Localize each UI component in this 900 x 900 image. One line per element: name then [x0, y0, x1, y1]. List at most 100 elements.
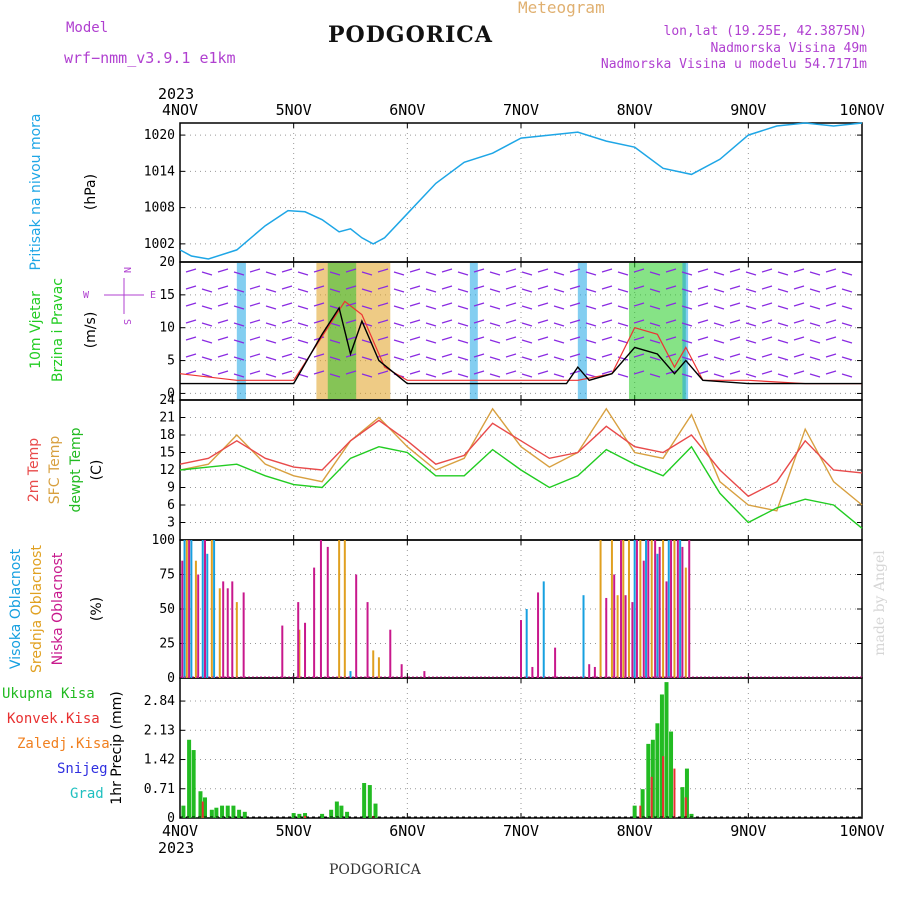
wind-barb — [425, 305, 437, 310]
low-cloud-bar — [635, 540, 638, 678]
wind-barb — [841, 305, 853, 310]
lonlat-label: lon,lat (19.25E, 42.3875N) — [663, 24, 868, 39]
wind-barb — [473, 353, 485, 358]
wind-barb — [425, 356, 437, 361]
model-elevation-label: Nadmorska Visina u modelu 54.7171m — [600, 57, 867, 72]
total-precip-bar — [214, 807, 219, 818]
total-precip-bar — [225, 805, 230, 818]
wind-barb — [681, 305, 693, 310]
y-tick-label: 1008 — [144, 201, 175, 216]
wind-barb — [505, 285, 517, 290]
wind-barb — [217, 370, 229, 375]
wind-barb — [601, 285, 613, 290]
y-tick-label: 1014 — [144, 164, 175, 179]
wind-barb — [537, 353, 549, 358]
wind-barb — [665, 336, 677, 341]
wind-barb — [345, 353, 357, 358]
conv-precip-bar — [650, 776, 653, 818]
total-precip-bar — [198, 791, 203, 818]
y-tick-label: 15 — [159, 288, 175, 303]
wind-barb — [585, 339, 597, 344]
total-precip-bar — [237, 809, 242, 818]
low-cloud-bar — [204, 540, 207, 678]
wind-barb — [185, 336, 197, 341]
x-tick-label-bottom: 7NOV — [503, 822, 539, 840]
high-cloud-bar — [679, 540, 682, 678]
wind-barb — [745, 305, 757, 310]
wind-barb — [665, 302, 677, 307]
wind-barb — [697, 302, 709, 307]
wind-barb — [537, 370, 549, 375]
dewpt-temp-line — [179, 445, 863, 529]
wind-barb — [457, 356, 469, 361]
high-cloud-bar — [542, 581, 545, 678]
x-tick-label-top: 8NOV — [617, 101, 653, 119]
direction-n-label: N — [121, 267, 132, 273]
chart-title: PODGORICA — [328, 22, 493, 48]
wind-barb — [441, 302, 453, 307]
y-tick-label: 24 — [159, 393, 175, 408]
wind-barb — [729, 370, 741, 375]
conv-precip-bar — [201, 801, 204, 818]
low-cloud-bar — [231, 581, 234, 678]
wind-barb — [681, 322, 693, 327]
wind-barb — [809, 322, 821, 327]
wind-barb — [553, 288, 565, 293]
wind-barb — [793, 285, 805, 290]
wind-barb-band — [469, 263, 478, 399]
mid-cloud-bar — [372, 650, 375, 678]
wind-barb — [441, 268, 453, 273]
wind-barb — [265, 373, 277, 378]
wind-barb — [825, 353, 837, 358]
wind-barb — [537, 268, 549, 273]
model-label: Model — [66, 20, 109, 36]
wind-barb — [505, 336, 517, 341]
mid-cloud-bar — [639, 540, 642, 678]
wind-barb — [793, 353, 805, 358]
wind-barb — [553, 322, 565, 327]
wind-barb — [601, 336, 613, 341]
wind-barb — [457, 271, 469, 276]
wind-barb — [713, 373, 725, 378]
wind-barb — [825, 336, 837, 341]
x-tick-label-top: 5NOV — [276, 101, 312, 119]
wind-barb — [201, 271, 213, 276]
wind-barb — [713, 288, 725, 293]
wind-barb — [505, 370, 517, 375]
low-cloud-bar — [593, 666, 596, 678]
total-precip-bar — [181, 805, 186, 818]
wind-barb — [777, 339, 789, 344]
direction-w-label: W — [83, 290, 90, 301]
high-cloud-bar — [645, 540, 648, 678]
high-cloud-bar — [667, 540, 670, 678]
wind-barb — [681, 339, 693, 344]
low-cloud-bar — [665, 581, 668, 678]
high-cloud-bar — [349, 671, 352, 678]
wind-barb — [761, 285, 773, 290]
wind-barb — [841, 339, 853, 344]
wind-barb — [665, 353, 677, 358]
wind-barb — [521, 339, 533, 344]
wind-barb — [489, 356, 501, 361]
dewpt-temp-title: dewpt Temp — [68, 427, 84, 512]
wind-barb — [777, 373, 789, 378]
wind-barb — [537, 319, 549, 324]
wind-barb — [329, 322, 341, 327]
wind-barb — [409, 319, 421, 324]
low-cloud-title: Niska Oblacnost — [50, 552, 66, 665]
wind-barb — [425, 339, 437, 344]
wind-barb — [281, 370, 293, 375]
wind-barb-band — [628, 263, 686, 399]
total-precip-bar — [373, 803, 378, 818]
wind-barb — [313, 370, 325, 375]
wind-barb — [345, 268, 357, 273]
wind-barb — [825, 268, 837, 273]
wind-barb — [665, 268, 677, 273]
low-cloud-bar — [605, 597, 608, 678]
wind-barb — [585, 356, 597, 361]
total-precip-bar — [664, 682, 669, 818]
sfc-temp-line — [179, 407, 863, 512]
wind-barb — [217, 319, 229, 324]
wind-barb — [697, 353, 709, 358]
